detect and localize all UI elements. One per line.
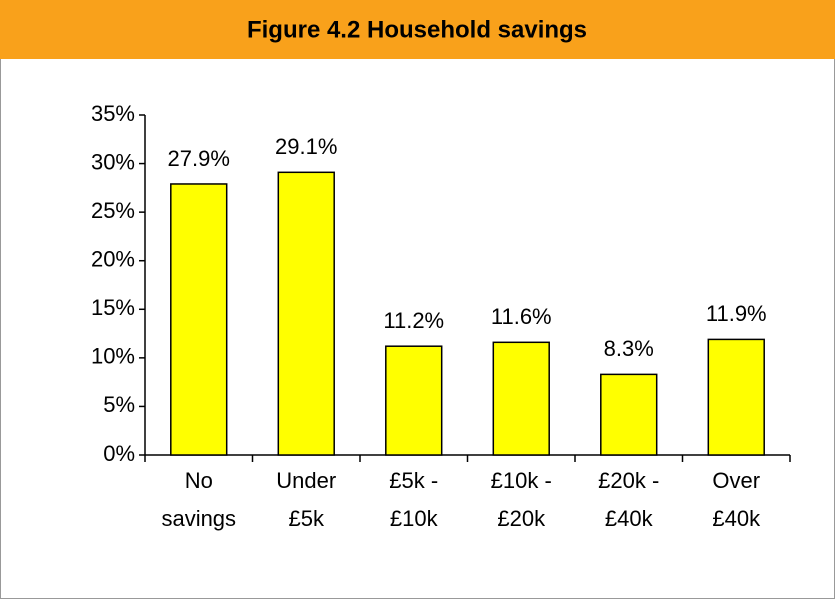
bar (170, 183, 228, 456)
x-tick-label: £5k - £10k (389, 468, 439, 531)
title-banner (0, 0, 835, 59)
value-label: 29.1% (275, 134, 337, 159)
y-tick-label: 30% (91, 149, 135, 174)
bar (492, 341, 550, 456)
y-tick-label: 15% (91, 295, 135, 320)
x-tick-label: Over £40k (712, 468, 761, 531)
y-tick-label: 25% (91, 198, 135, 223)
bar (277, 171, 335, 456)
x-tick-label: £10k - £20k (490, 468, 552, 531)
value-label: 8.3% (604, 336, 654, 361)
y-tick-label: 20% (91, 247, 135, 272)
value-label: 11.2% (383, 308, 444, 333)
y-tick-label: 0% (103, 441, 135, 466)
bar (385, 345, 443, 456)
x-tick-label: Under £5k (276, 468, 337, 531)
value-label: 11.6% (491, 304, 552, 329)
y-tick-label: 35% (91, 101, 135, 126)
y-tick-label: 10% (91, 344, 135, 369)
x-tick-label: No savings (161, 468, 237, 531)
bar (600, 373, 658, 456)
value-label: 27.9% (168, 146, 230, 171)
value-label: 11.9% (706, 301, 767, 326)
y-tick-label: 5% (103, 392, 135, 417)
chart-title: Figure 4.2 Household savings (247, 16, 587, 43)
bar (707, 338, 765, 456)
x-tick-label: £20k - £40k (598, 468, 660, 531)
